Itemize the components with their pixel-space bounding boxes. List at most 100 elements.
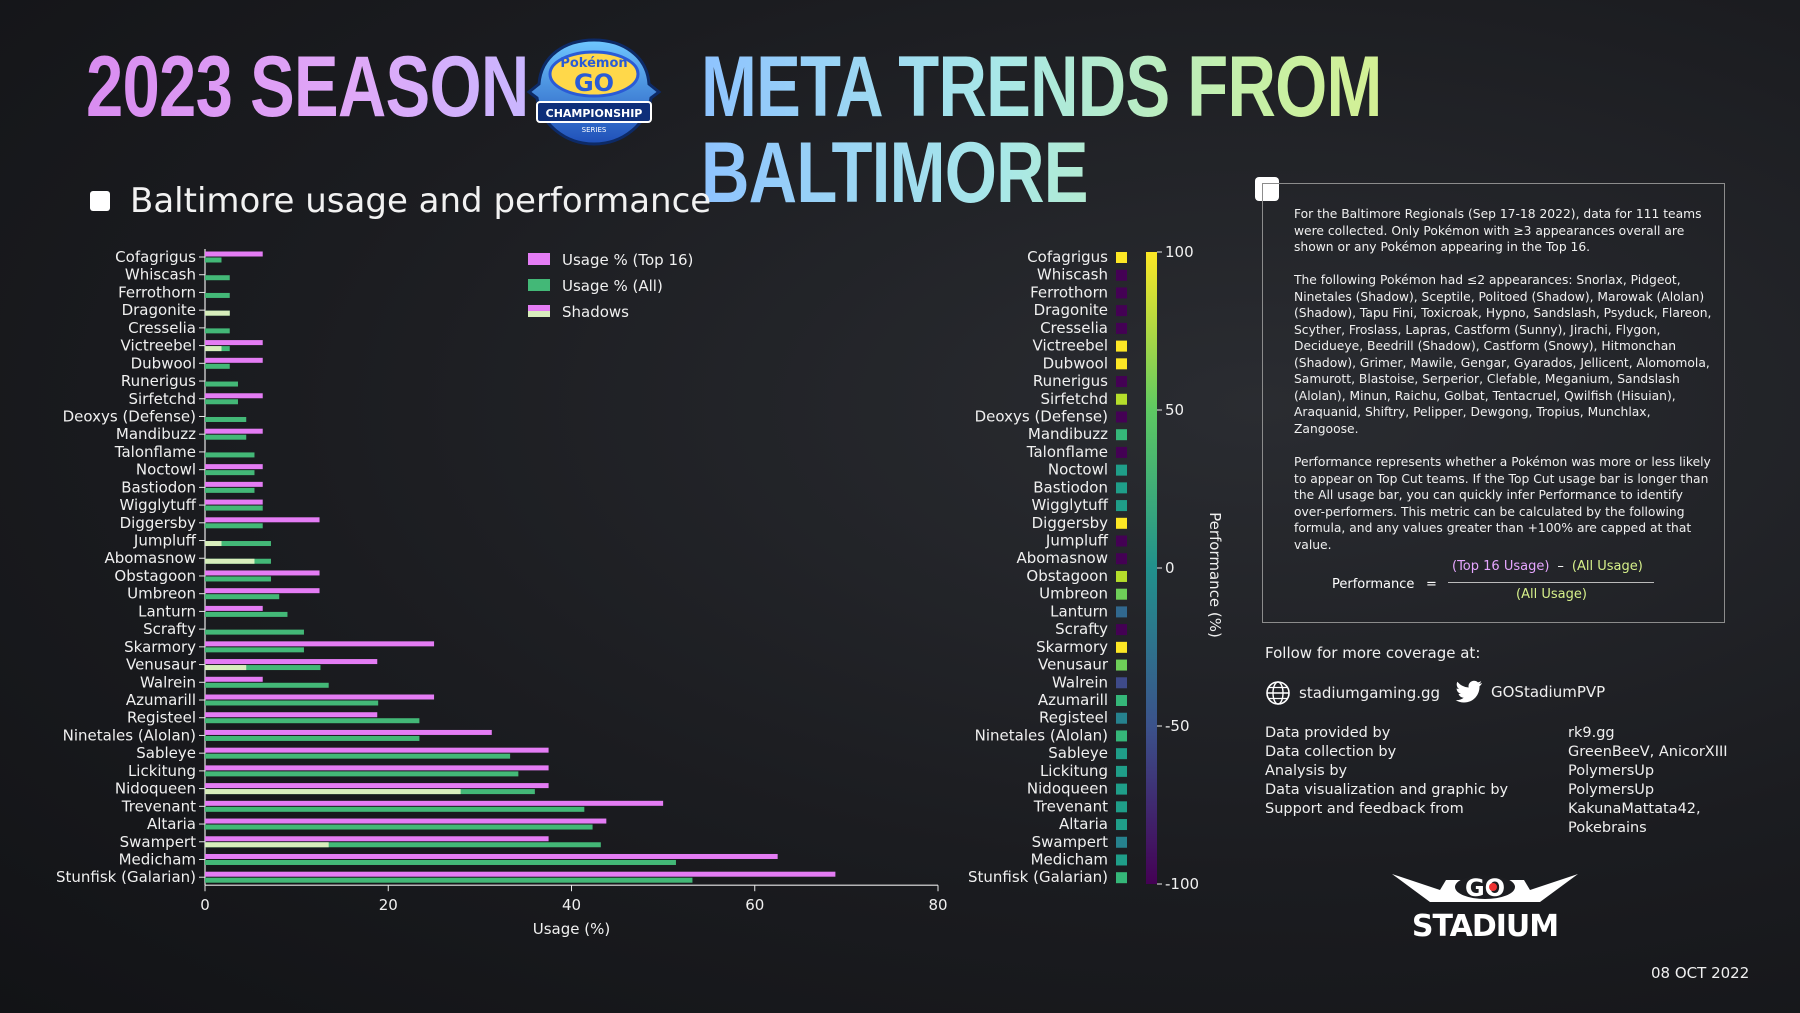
category-label: Trevenant — [121, 797, 196, 815]
bar-all — [205, 275, 230, 281]
bar-all — [205, 877, 693, 883]
perf-cell — [1116, 712, 1127, 724]
category-label: Sirfetchd — [128, 390, 196, 408]
perf-cell — [1116, 553, 1127, 565]
bar-all — [205, 824, 593, 830]
bar-shadow — [205, 310, 230, 316]
x-tick-label: 0 — [200, 896, 210, 914]
legend-label: Usage % (All) — [562, 277, 663, 295]
bar-all — [205, 381, 238, 387]
bar-all — [205, 629, 304, 635]
perf-cell — [1116, 322, 1127, 334]
legend-swatch — [528, 311, 550, 317]
bar-all — [205, 505, 263, 511]
perf-category-label: Nidoqueen — [1027, 780, 1108, 798]
performance-heatmap: CofagrigusWhiscashFerrothornDragoniteCre… — [968, 243, 1224, 893]
perf-category-label: Altaria — [1059, 815, 1108, 833]
bar-all — [205, 434, 247, 440]
bar-top16 — [205, 641, 435, 647]
twitter-link[interactable]: GOStadiumPVP — [1455, 680, 1605, 704]
perf-cell — [1116, 429, 1127, 441]
bar-shadow — [205, 789, 461, 795]
bar-top16 — [205, 605, 263, 611]
bar-top16 — [205, 676, 263, 682]
category-label: Cresselia — [128, 319, 196, 337]
category-label: Whiscash — [125, 266, 196, 284]
bar-all — [205, 735, 420, 741]
perf-category-label: Bastiodon — [1033, 478, 1108, 496]
perf-category-label: Stunfisk (Galarian) — [968, 868, 1108, 886]
perf-category-label: Mandibuzz — [1028, 425, 1108, 443]
bar-top16 — [205, 588, 320, 594]
category-label: Umbreon — [127, 585, 196, 603]
bar-top16 — [205, 694, 435, 700]
credit-label: Data provided by — [1265, 725, 1391, 741]
perf-cell — [1116, 446, 1127, 458]
category-label: Talonflame — [114, 443, 196, 461]
perf-category-label: Ferrothorn — [1030, 283, 1108, 301]
perf-cell — [1116, 305, 1127, 317]
bar-all — [205, 416, 247, 422]
bar-all — [205, 682, 329, 688]
perf-cell — [1116, 269, 1127, 281]
credit-value: rk9.gg — [1568, 725, 1615, 741]
perf-cell — [1116, 376, 1127, 388]
perf-cell — [1116, 801, 1127, 813]
perf-cell — [1116, 464, 1127, 476]
category-label: Mandibuzz — [116, 425, 196, 443]
bar-all — [205, 363, 230, 369]
perf-category-label: Abomasnow — [1016, 549, 1108, 567]
perf-category-label: Diggersby — [1032, 514, 1108, 532]
bar-all — [205, 523, 263, 529]
bar-all — [205, 487, 255, 493]
bar-top16 — [205, 729, 492, 735]
svg-text:Pokémon: Pokémon — [560, 56, 627, 71]
bar-shadow — [205, 558, 255, 564]
x-tick-label: 20 — [379, 896, 398, 914]
svg-text:SERIES: SERIES — [582, 126, 607, 134]
svg-text:STADIUM: STADIUM — [1412, 909, 1558, 944]
perf-category-label: Deoxys (Defense) — [975, 407, 1108, 425]
category-label: Venusaur — [126, 656, 197, 674]
bar-top16 — [205, 853, 778, 859]
bar-top16 — [205, 783, 549, 789]
bar-all — [205, 470, 255, 476]
perf-cell — [1116, 517, 1127, 529]
perf-cell — [1116, 765, 1127, 777]
info-paragraph-3: Performance represents whether a Pokémon… — [1294, 455, 1711, 552]
date-stamp: 08 OCT 2022 — [1651, 964, 1750, 982]
performance-formula: Performance = (Top 16 Usage) – (All Usage)… — [1330, 557, 1680, 609]
perf-category-label: Registeel — [1039, 709, 1108, 727]
category-label: Wigglytuff — [120, 496, 197, 514]
bar-all — [205, 665, 321, 671]
credits-labels: Data provided by Data collection by Anal… — [1265, 724, 1508, 819]
category-label: Dubwool — [131, 354, 196, 372]
category-label: Azumarill — [126, 691, 196, 709]
colorbar — [1146, 252, 1157, 884]
perf-category-label: Runerigus — [1033, 372, 1108, 390]
category-label: Swampert — [120, 833, 197, 851]
category-label: Dragonite — [122, 301, 196, 319]
perf-cell — [1116, 340, 1127, 352]
category-label: Lickitung — [128, 762, 196, 780]
bar-all — [205, 257, 222, 263]
perf-category-label: Sableye — [1048, 744, 1108, 762]
bar-top16 — [205, 428, 263, 434]
formula-all: (All Usage) — [1571, 559, 1643, 574]
bar-all — [205, 399, 238, 405]
perf-category-label: Jumpluff — [1045, 532, 1109, 550]
category-label: Runerigus — [121, 372, 196, 390]
perf-cell — [1116, 570, 1127, 582]
category-label: Jumpluff — [133, 532, 197, 550]
bar-shadow — [205, 842, 329, 848]
bar-top16 — [205, 659, 378, 665]
website-link[interactable]: stadiumgaming.gg — [1265, 680, 1440, 706]
bar-all — [205, 859, 676, 865]
x-tick-label: 40 — [562, 896, 581, 914]
bar-top16 — [205, 357, 263, 363]
title-season: 2023 SEASON — [86, 39, 529, 135]
bar-top16 — [205, 481, 263, 487]
bar-top16 — [205, 251, 263, 257]
perf-category-label: Wigglytuff — [1032, 496, 1109, 514]
perf-category-label: Ninetales (Alolan) — [975, 726, 1108, 744]
